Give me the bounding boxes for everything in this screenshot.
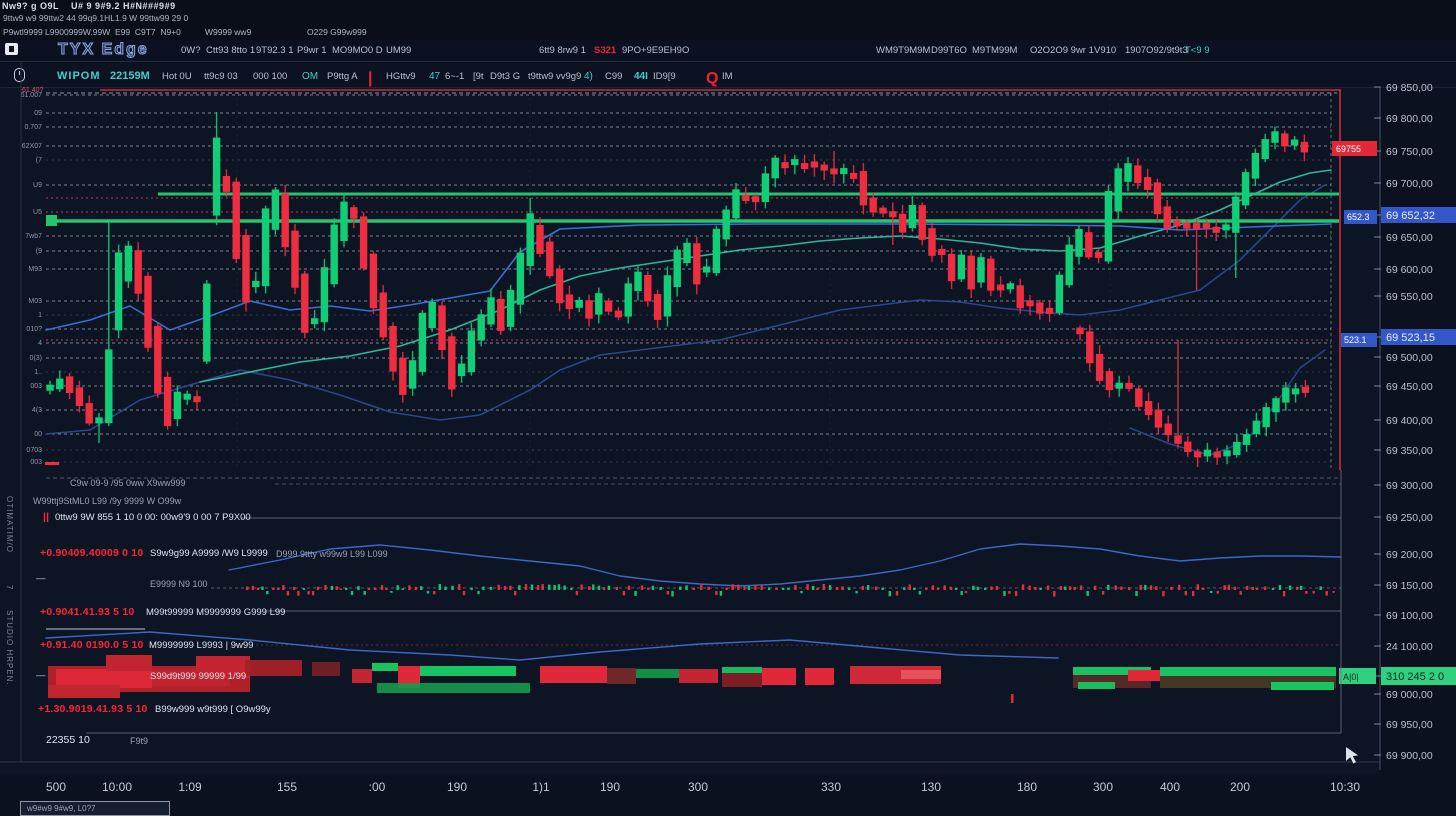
svg-text:69 750,00: 69 750,00	[1386, 146, 1433, 158]
svg-text:69 900,00: 69 900,00	[1386, 750, 1433, 762]
svg-text:190: 190	[447, 780, 467, 794]
svg-text:69 100,00: 69 100,00	[1386, 610, 1433, 622]
svg-text:U5: U5	[33, 209, 42, 216]
svg-text:69 150,00: 69 150,00	[1386, 580, 1433, 592]
svg-text:330: 330	[821, 780, 841, 794]
svg-text:1)1: 1)1	[532, 780, 550, 794]
svg-text:003: 003	[30, 459, 42, 466]
svg-text:300: 300	[1093, 780, 1113, 794]
svg-text:400: 400	[1160, 780, 1180, 794]
svg-text:10:00: 10:00	[102, 780, 132, 794]
svg-text:310 245 2 0: 310 245 2 0	[1386, 671, 1444, 683]
svg-text:300: 300	[688, 780, 708, 794]
svg-text:0703: 0703	[26, 447, 42, 454]
svg-text:69 500,00: 69 500,00	[1386, 352, 1433, 364]
svg-text:00: 00	[34, 431, 42, 438]
svg-text:M03: M03	[28, 298, 42, 305]
svg-text:69 523,15: 69 523,15	[1386, 332, 1435, 344]
svg-text:61.40?: 61.40?	[22, 87, 44, 94]
svg-text:130: 130	[921, 780, 941, 794]
svg-text:652.3: 652.3	[1347, 212, 1370, 222]
svg-text:1: 1	[38, 312, 42, 319]
svg-text:0(3): 0(3)	[30, 355, 42, 362]
svg-text:003: 003	[30, 383, 42, 390]
svg-text:09: 09	[34, 110, 42, 117]
svg-text:69 250,00: 69 250,00	[1386, 512, 1433, 524]
svg-text:69 450,00: 69 450,00	[1386, 381, 1433, 393]
svg-text:69 650,00: 69 650,00	[1386, 232, 1433, 244]
svg-text:69 350,00: 69 350,00	[1386, 445, 1433, 457]
svg-text:180: 180	[1017, 780, 1037, 794]
svg-text:200: 200	[1230, 780, 1250, 794]
svg-text:(7: (7	[36, 157, 42, 164]
svg-text:69 000,00: 69 000,00	[1386, 689, 1433, 701]
svg-text:155: 155	[277, 780, 297, 794]
svg-text:69 850,00: 69 850,00	[1386, 82, 1433, 94]
svg-text:190: 190	[600, 780, 620, 794]
svg-text:523.1: 523.1	[1344, 335, 1367, 345]
svg-text:24 100,00: 24 100,00	[1386, 641, 1433, 653]
svg-text:U9: U9	[33, 182, 42, 189]
svg-text:69755: 69755	[1336, 144, 1361, 154]
svg-text:61.007: 61.007	[21, 92, 43, 99]
svg-text:1..: 1..	[34, 369, 42, 376]
svg-text:4(3: 4(3	[32, 407, 42, 414]
svg-text:69 200,00: 69 200,00	[1386, 549, 1433, 561]
svg-text:10:30: 10:30	[1330, 780, 1360, 794]
svg-text:62X07: 62X07	[22, 143, 42, 150]
svg-text:M93: M93	[28, 266, 42, 273]
svg-text:69 300,00: 69 300,00	[1386, 480, 1433, 492]
svg-text:69 400,00: 69 400,00	[1386, 415, 1433, 427]
svg-text:7wb7: 7wb7	[25, 233, 42, 240]
svg-text:0.707: 0.707	[24, 124, 42, 131]
svg-text:500: 500	[46, 780, 66, 794]
svg-text:(9: (9	[36, 248, 42, 255]
svg-text:69 800,00: 69 800,00	[1386, 113, 1433, 125]
svg-text:69 600,00: 69 600,00	[1386, 264, 1433, 276]
svg-text:010?: 010?	[26, 326, 42, 333]
svg-text:4: 4	[38, 340, 42, 347]
svg-text::00: :00	[369, 780, 386, 794]
svg-text:1:09: 1:09	[178, 780, 202, 794]
svg-text:A|0|: A|0|	[1343, 672, 1359, 682]
svg-text:69 700,00: 69 700,00	[1386, 178, 1433, 190]
svg-text:69 652,32: 69 652,32	[1386, 210, 1435, 222]
svg-text:69 550,00: 69 550,00	[1386, 291, 1433, 303]
svg-text:69 950,00: 69 950,00	[1386, 719, 1433, 731]
